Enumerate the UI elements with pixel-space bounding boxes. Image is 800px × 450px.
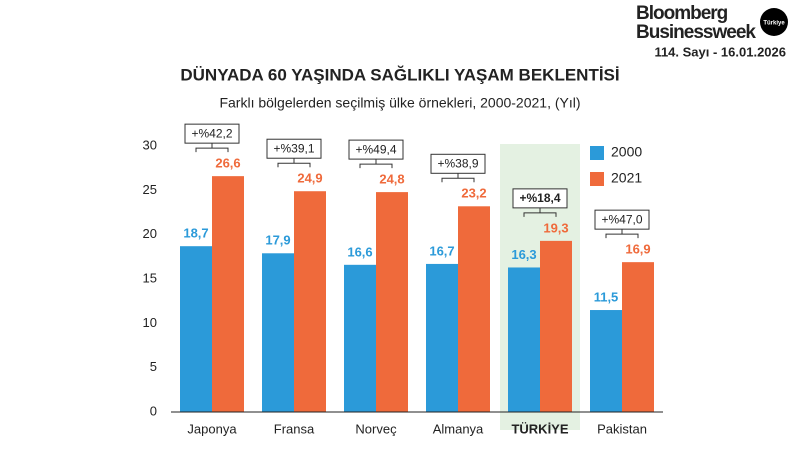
bar	[344, 264, 376, 412]
logo: Businessweek	[636, 22, 756, 43]
value-label: 16,3	[511, 247, 536, 262]
change-bracket	[359, 159, 393, 169]
x-tick-label: Almanya	[433, 421, 484, 436]
y-tick-label: 0	[150, 403, 157, 418]
value-label: 18,7	[183, 226, 208, 241]
bar	[540, 240, 572, 412]
change-bracket	[523, 207, 557, 217]
value-label: 11,5	[594, 289, 619, 304]
bar	[426, 263, 458, 412]
y-tick-label: 5	[150, 359, 157, 374]
bar	[458, 206, 490, 412]
x-tick-label: Pakistan	[597, 421, 647, 436]
x-tick-label: Japonya	[187, 421, 237, 436]
change-bracket	[195, 143, 229, 153]
value-label: 16,7	[429, 243, 454, 258]
logo: Bloomberg	[636, 3, 728, 24]
legend-label: 2000	[611, 144, 642, 160]
change-label: +%18,4	[519, 191, 560, 205]
value-label: 16,9	[625, 242, 650, 257]
chart-title: DÜNYADA 60 YAŞINDA SAĞLIKLI YAŞAM BEKLEN…	[180, 65, 619, 84]
x-tick-label: Fransa	[274, 421, 315, 436]
legend-label: 2021	[611, 170, 642, 186]
x-tick-label: Norveç	[355, 421, 397, 436]
change-label: +%47,0	[601, 212, 642, 226]
value-label: 17,9	[265, 233, 290, 248]
legend-swatch	[590, 172, 604, 186]
y-tick-label: 15	[143, 270, 157, 285]
value-label: 23,2	[461, 186, 486, 201]
bar	[590, 310, 622, 412]
bar	[294, 191, 326, 412]
change-label: +%42,2	[191, 126, 232, 140]
chart-subtitle: Farklı bölgelerden seçilmiş ülke örnekle…	[219, 95, 580, 111]
change-label: +%39,1	[273, 141, 314, 155]
x-tick-label: TÜRKİYE	[511, 421, 568, 436]
legend-swatch	[590, 146, 604, 160]
issue: 114. Sayı - 16.01.2026	[654, 44, 786, 59]
logo-badge	[760, 8, 788, 36]
bar	[262, 253, 294, 412]
value-label: 19,3	[543, 220, 568, 235]
bar	[180, 246, 212, 412]
change-bracket	[277, 158, 311, 168]
value-label: 24,9	[297, 171, 322, 186]
change-label: +%38,9	[437, 156, 478, 170]
value-label: 16,6	[347, 244, 372, 259]
bar	[376, 192, 408, 412]
change-label: +%49,4	[355, 142, 396, 156]
change-bracket	[441, 173, 475, 183]
y-tick-label: 20	[143, 226, 157, 241]
value-label: 24,8	[379, 172, 404, 187]
bar	[622, 262, 654, 412]
y-tick-label: 25	[143, 182, 157, 197]
logo-badge-text: Türkiye	[763, 21, 785, 27]
y-tick-label: 30	[143, 137, 157, 152]
change-bracket	[605, 229, 639, 239]
bar	[212, 176, 244, 412]
value-label: 26,6	[215, 156, 240, 171]
y-tick-label: 10	[143, 315, 157, 330]
plot: 0 5 10 15 20 25 30 Japonya 18,7 26,6 +%42,2 Fransa 1…	[143, 123, 663, 436]
bar	[508, 267, 540, 412]
